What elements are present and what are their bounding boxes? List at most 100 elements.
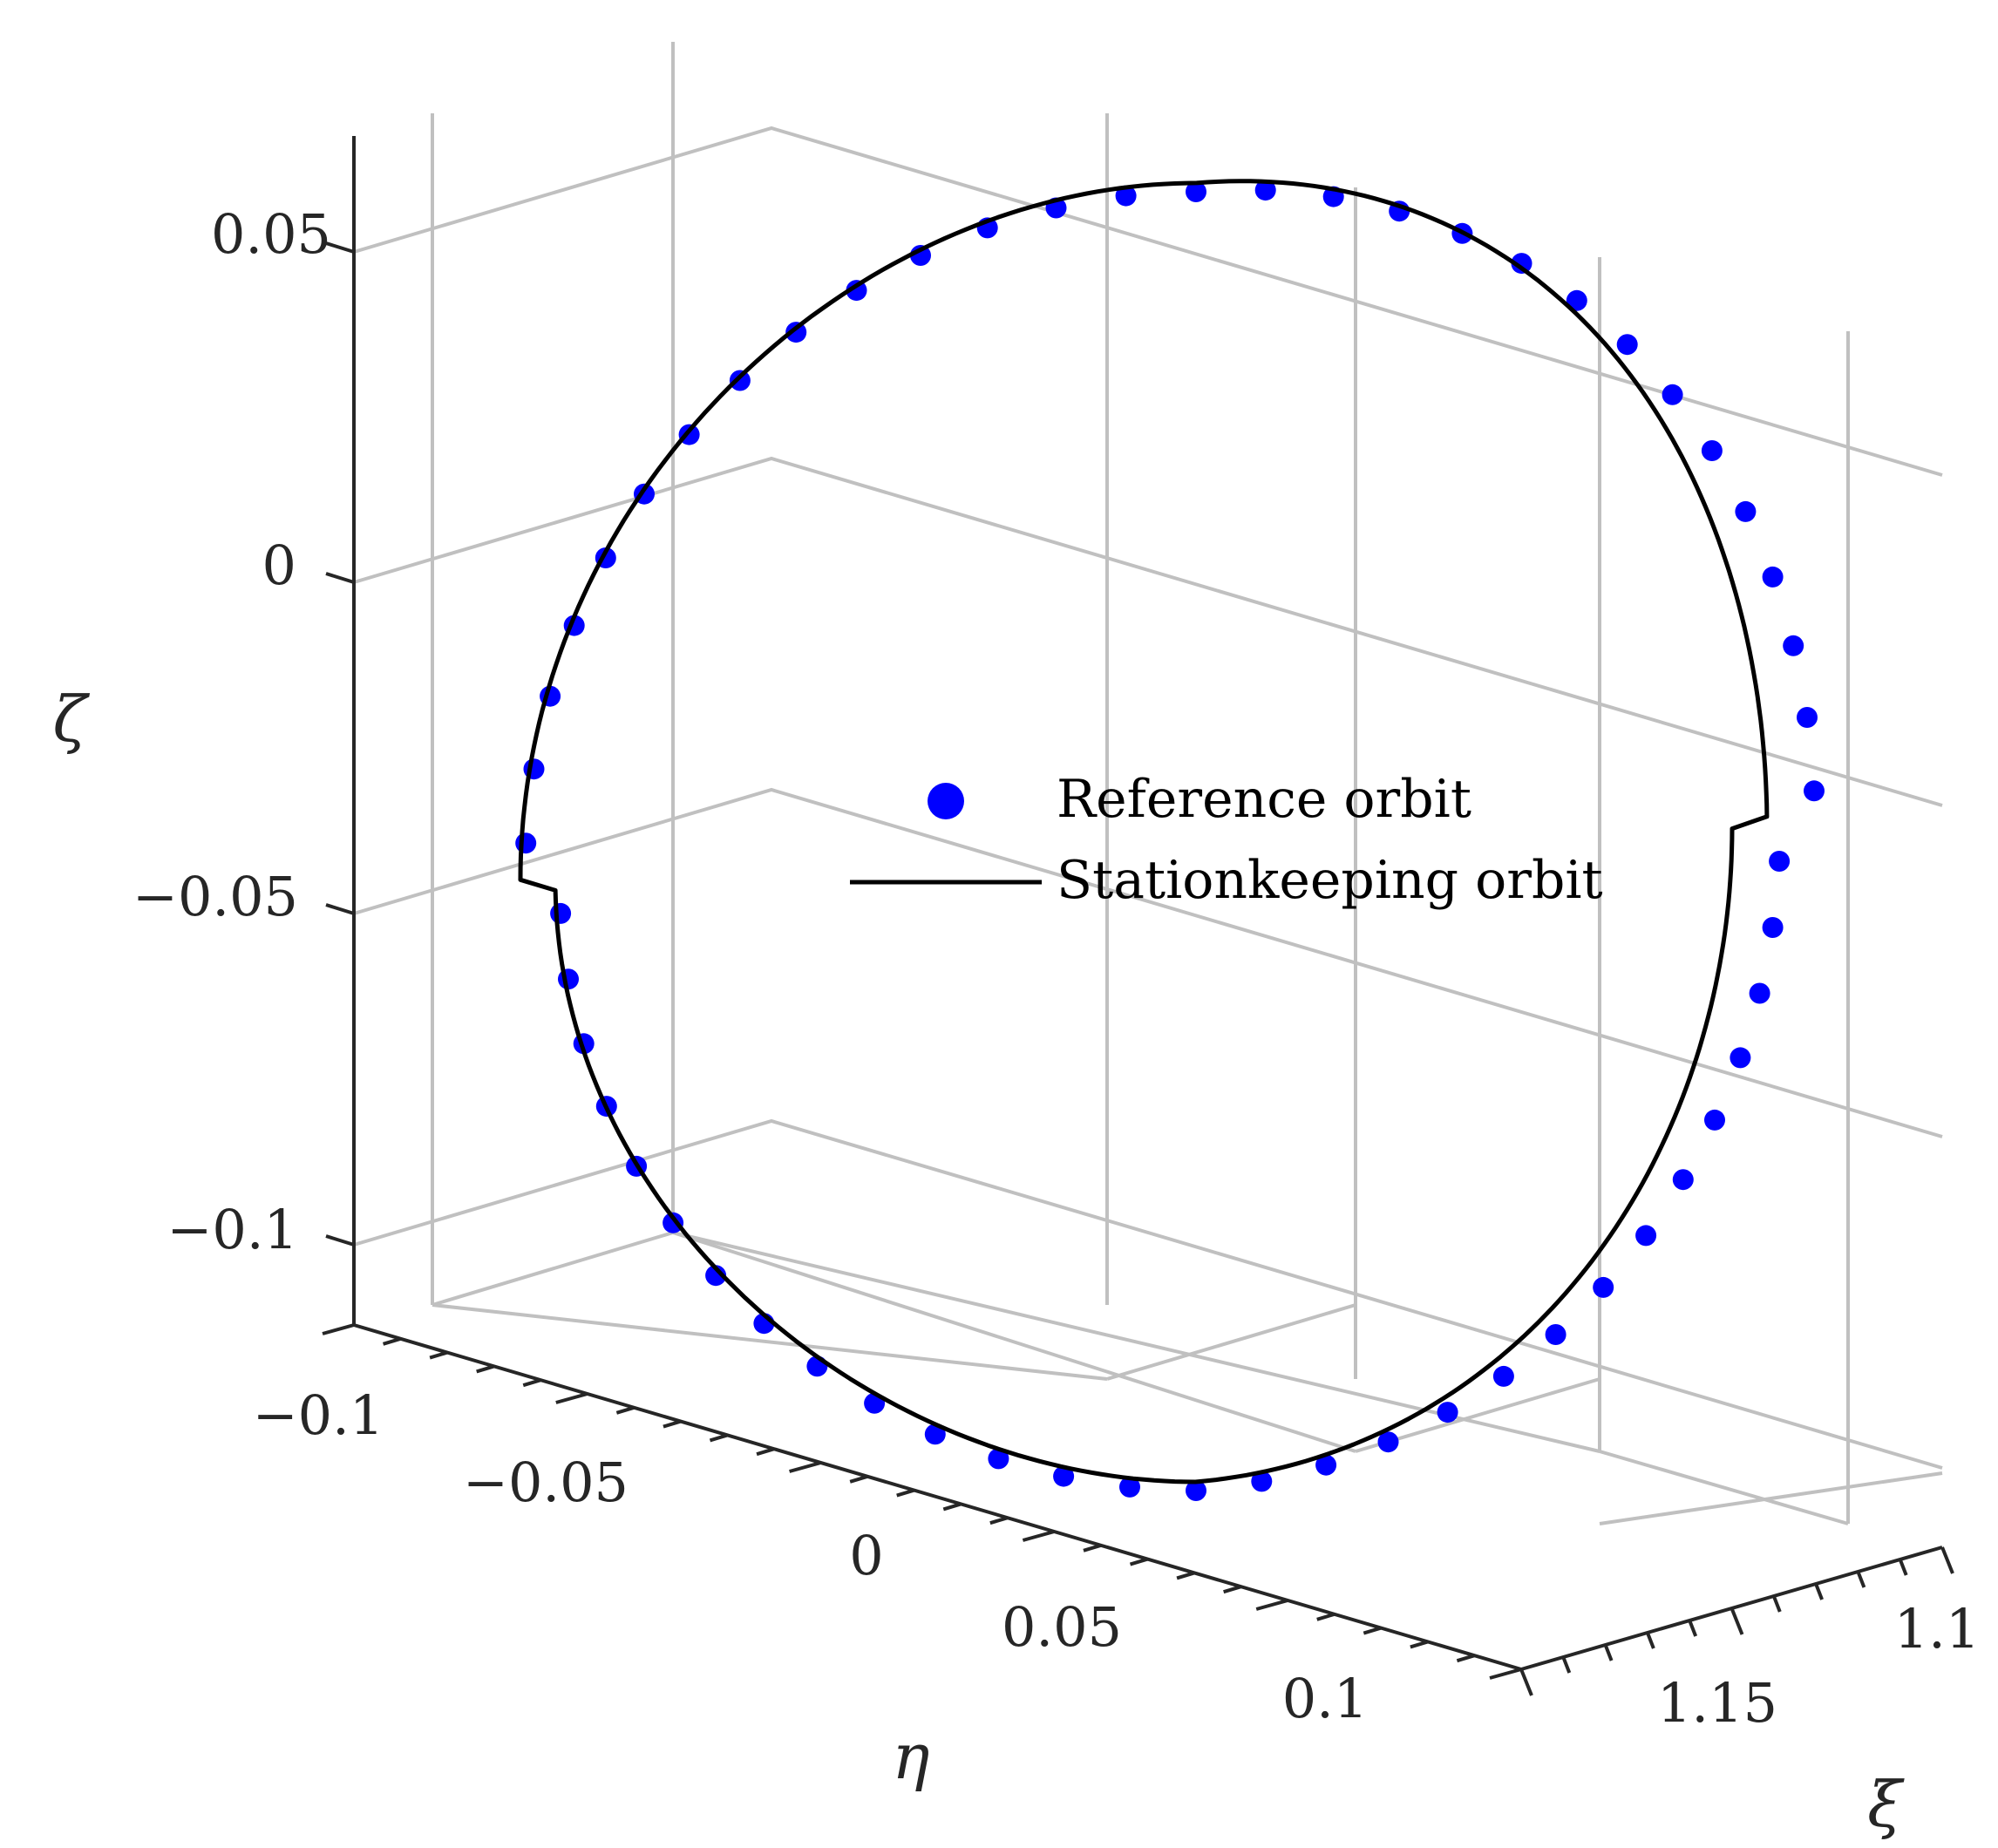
eta-tick-labels: −0.1 −0.05 0 0.05 0.1 [253, 1383, 1369, 1730]
reference-orbit-point [705, 1265, 727, 1287]
z-tick-label: 0.05 [211, 202, 331, 266]
reference-orbit-point [1053, 1465, 1075, 1487]
grid-lines [353, 42, 1943, 1525]
eta-tick [756, 1447, 775, 1457]
reference-orbit-point [1783, 635, 1804, 656]
eta-tick [989, 1516, 1009, 1525]
legend-label-reference: Reference orbit [1057, 769, 1471, 830]
eta-tick [1316, 1612, 1335, 1621]
zeta-tick [325, 1234, 355, 1247]
reference-orbit-point [1804, 780, 1825, 802]
eta-tick [429, 1350, 448, 1360]
reference-orbit-point [558, 968, 579, 990]
eta-axis-label: η [892, 1720, 929, 1793]
reference-orbit-point [1797, 707, 1818, 728]
xi-tick [1646, 1632, 1655, 1649]
eta-tick-label: −0.05 [463, 1451, 629, 1514]
eta-tick [942, 1502, 962, 1512]
zeta-tick [325, 903, 355, 915]
xi-tick [1898, 1559, 1908, 1576]
grid-line-floor [1106, 1303, 1356, 1381]
eta-tick [1129, 1557, 1149, 1566]
grid-line-zeta [353, 787, 1943, 1138]
eta-tick [789, 1461, 822, 1473]
stationkeeping-orbit-line [518, 179, 1770, 1485]
reference-orbit-point [1762, 917, 1784, 938]
reference-orbit-point [1251, 1471, 1273, 1492]
reference-orbit-point [729, 370, 751, 391]
grid-line-zeta [353, 126, 1943, 477]
reference-orbit-point [1730, 1047, 1751, 1069]
eta-axis-line [353, 1323, 1522, 1671]
grid-line-zeta [353, 1118, 1943, 1470]
eta-tick-label: 0.05 [1002, 1595, 1122, 1659]
reference-orbit-point [1511, 253, 1532, 275]
reference-orbit-point [1662, 384, 1683, 405]
eta-tick [1489, 1668, 1522, 1680]
eta-tick [1022, 1530, 1055, 1542]
eta-tick [709, 1433, 729, 1443]
z-tick-label: −0.1 [166, 1198, 298, 1261]
grid-line-floor [1599, 1450, 1849, 1525]
reference-orbit-point [1593, 1276, 1614, 1298]
xi-axis-label: ξ [1867, 1768, 1905, 1841]
eta-tick [476, 1364, 495, 1374]
eta-tick [615, 1405, 635, 1415]
zeta-tick [325, 241, 355, 254]
xi-tick [1603, 1644, 1614, 1661]
eta-tick [896, 1488, 915, 1498]
xi-tick [1561, 1656, 1572, 1674]
eta-tick-label: 0 [849, 1524, 883, 1587]
zeta-axis-label: ζ [52, 683, 90, 756]
reference-orbit-point [988, 1448, 1009, 1470]
eta-tick [555, 1392, 588, 1404]
z-tick-label: −0.05 [133, 865, 298, 928]
reference-orbit-point [515, 832, 537, 854]
reference-orbit-point [1566, 289, 1587, 311]
reference-orbit-point [550, 902, 572, 924]
grid-line-floor [1599, 1471, 1943, 1525]
reference-orbit-point [1635, 1225, 1657, 1247]
reference-orbit-point [1672, 1169, 1694, 1191]
eta-tick [849, 1474, 868, 1484]
xi-tick [1940, 1546, 1954, 1574]
eta-tick-label: −0.1 [253, 1383, 384, 1447]
reference-orbit-point [1762, 566, 1784, 588]
xi-tick [1688, 1620, 1698, 1637]
reference-orbit-point [1186, 181, 1206, 202]
tick-marks [322, 241, 1954, 1696]
z-tick-labels: 0.05 0 −0.05 −0.1 [133, 202, 331, 1261]
reference-orbit-point [1254, 180, 1276, 201]
grid-line-zeta [353, 456, 1943, 807]
reference-orbit-point [1616, 334, 1638, 356]
xi-tick [1814, 1583, 1824, 1600]
eta-tick [1363, 1626, 1382, 1635]
reference-orbit-points [515, 180, 1825, 1501]
eta-tick [1456, 1654, 1476, 1663]
reference-orbit-point [1115, 185, 1137, 207]
reference-orbit-point [1315, 1454, 1337, 1476]
reference-orbit-point [1186, 1480, 1206, 1501]
grid-line-floor [432, 1303, 1108, 1381]
xi-tick [1856, 1571, 1866, 1588]
eta-tick [522, 1378, 541, 1388]
reference-orbit-point [1545, 1324, 1566, 1345]
reference-orbit-point [1735, 500, 1757, 522]
xi-tick [1519, 1668, 1533, 1696]
z-tick-label: 0 [262, 533, 296, 597]
grid-line-floor [672, 1231, 1356, 1453]
reference-orbit-point [785, 322, 807, 343]
eta-tick [1410, 1640, 1429, 1649]
eta-tick [1176, 1571, 1195, 1580]
xi-tick [1771, 1595, 1782, 1613]
xi-tick [1730, 1607, 1744, 1635]
reference-orbit-point [1749, 982, 1770, 1004]
reference-orbit-point [846, 280, 867, 302]
eta-tick [322, 1323, 355, 1335]
reference-orbit-point [1701, 440, 1723, 461]
legend-marker-reference [928, 783, 964, 819]
eta-tick [382, 1336, 402, 1346]
grid-line-floor [432, 1231, 674, 1307]
reference-orbit-point [1704, 1109, 1725, 1131]
